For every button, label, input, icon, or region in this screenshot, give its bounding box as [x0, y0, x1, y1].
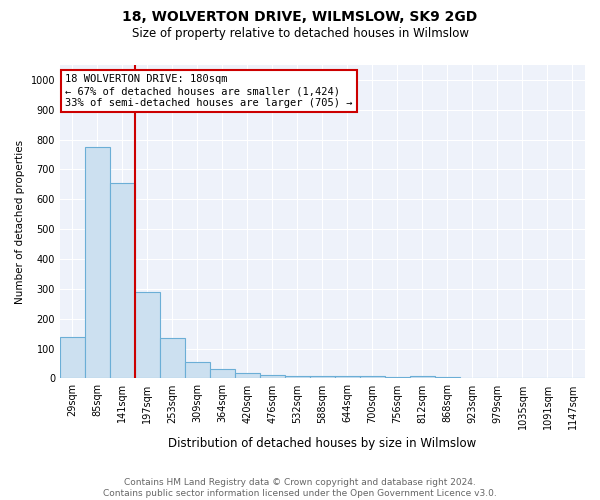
- Bar: [185, 362, 210, 378]
- Text: Contains HM Land Registry data © Crown copyright and database right 2024.
Contai: Contains HM Land Registry data © Crown c…: [103, 478, 497, 498]
- Bar: [310, 376, 335, 378]
- X-axis label: Distribution of detached houses by size in Wilmslow: Distribution of detached houses by size …: [169, 437, 476, 450]
- Bar: [360, 376, 385, 378]
- Bar: [260, 374, 285, 378]
- Bar: [60, 336, 85, 378]
- Bar: [235, 374, 260, 378]
- Bar: [110, 183, 135, 378]
- Y-axis label: Number of detached properties: Number of detached properties: [15, 140, 25, 304]
- Text: 18 WOLVERTON DRIVE: 180sqm
← 67% of detached houses are smaller (1,424)
33% of s: 18 WOLVERTON DRIVE: 180sqm ← 67% of deta…: [65, 74, 353, 108]
- Bar: [410, 376, 435, 378]
- Bar: [435, 377, 460, 378]
- Bar: [285, 376, 310, 378]
- Bar: [135, 292, 160, 378]
- Bar: [160, 338, 185, 378]
- Bar: [85, 147, 110, 378]
- Bar: [210, 370, 235, 378]
- Text: 18, WOLVERTON DRIVE, WILMSLOW, SK9 2GD: 18, WOLVERTON DRIVE, WILMSLOW, SK9 2GD: [122, 10, 478, 24]
- Text: Size of property relative to detached houses in Wilmslow: Size of property relative to detached ho…: [131, 28, 469, 40]
- Bar: [385, 377, 410, 378]
- Bar: [335, 376, 360, 378]
